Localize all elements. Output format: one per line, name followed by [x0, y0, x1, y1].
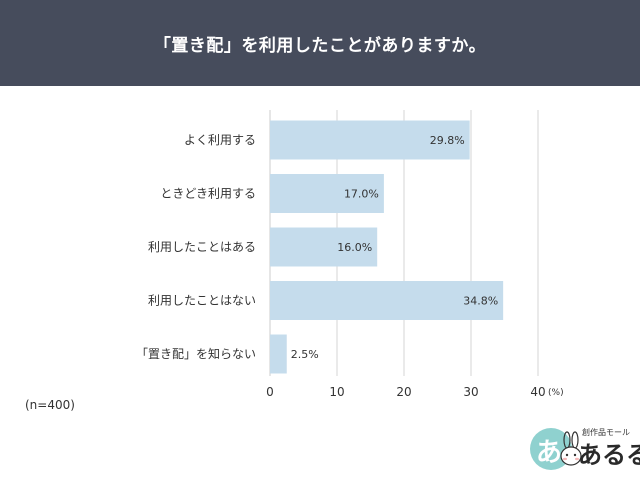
x-tick-label: 30 [463, 385, 478, 399]
x-tick-label: 0 [266, 385, 274, 399]
category-label: 利用したことはある [148, 240, 256, 254]
data-label: 29.8% [430, 134, 465, 147]
sample-size-note: (n=400) [25, 398, 75, 412]
data-label: 34.8% [463, 295, 498, 308]
bar [270, 227, 378, 267]
chart-title: 「置き配」を利用したことがありますか。 [153, 35, 487, 56]
arulu-logo: あ 創作品モール あるる [530, 425, 640, 475]
category-label: 「置き配」を知らない [136, 347, 256, 361]
category-label: よく利用する [184, 133, 256, 147]
logo-mark: あ [536, 438, 563, 468]
category-label: 利用したことはない [148, 294, 256, 308]
title-banner: 「置き配」を利用したことがありますか。 [0, 0, 640, 86]
bar [270, 334, 287, 374]
bar-chart: 0 10 20 30 40 (%) よく利用する 29.8% ときどき利用する 17.0% 利用した… [136, 110, 564, 399]
category-label: ときどき利用する [160, 187, 256, 201]
x-unit-label: (%) [548, 388, 564, 398]
logo-name: あるる [578, 441, 640, 469]
x-tick-label: 10 [329, 385, 344, 399]
bar [270, 281, 504, 320]
data-label: 17.0% [344, 188, 379, 201]
bar [270, 174, 384, 213]
bar [270, 120, 470, 160]
x-tick-label: 20 [396, 385, 411, 399]
data-label: 2.5% [291, 348, 319, 361]
data-label: 16.0% [337, 241, 372, 254]
logo-subtitle: 創作品モール [582, 428, 630, 437]
x-tick-label: 40 [530, 385, 545, 399]
rabbit-icon [560, 431, 582, 466]
